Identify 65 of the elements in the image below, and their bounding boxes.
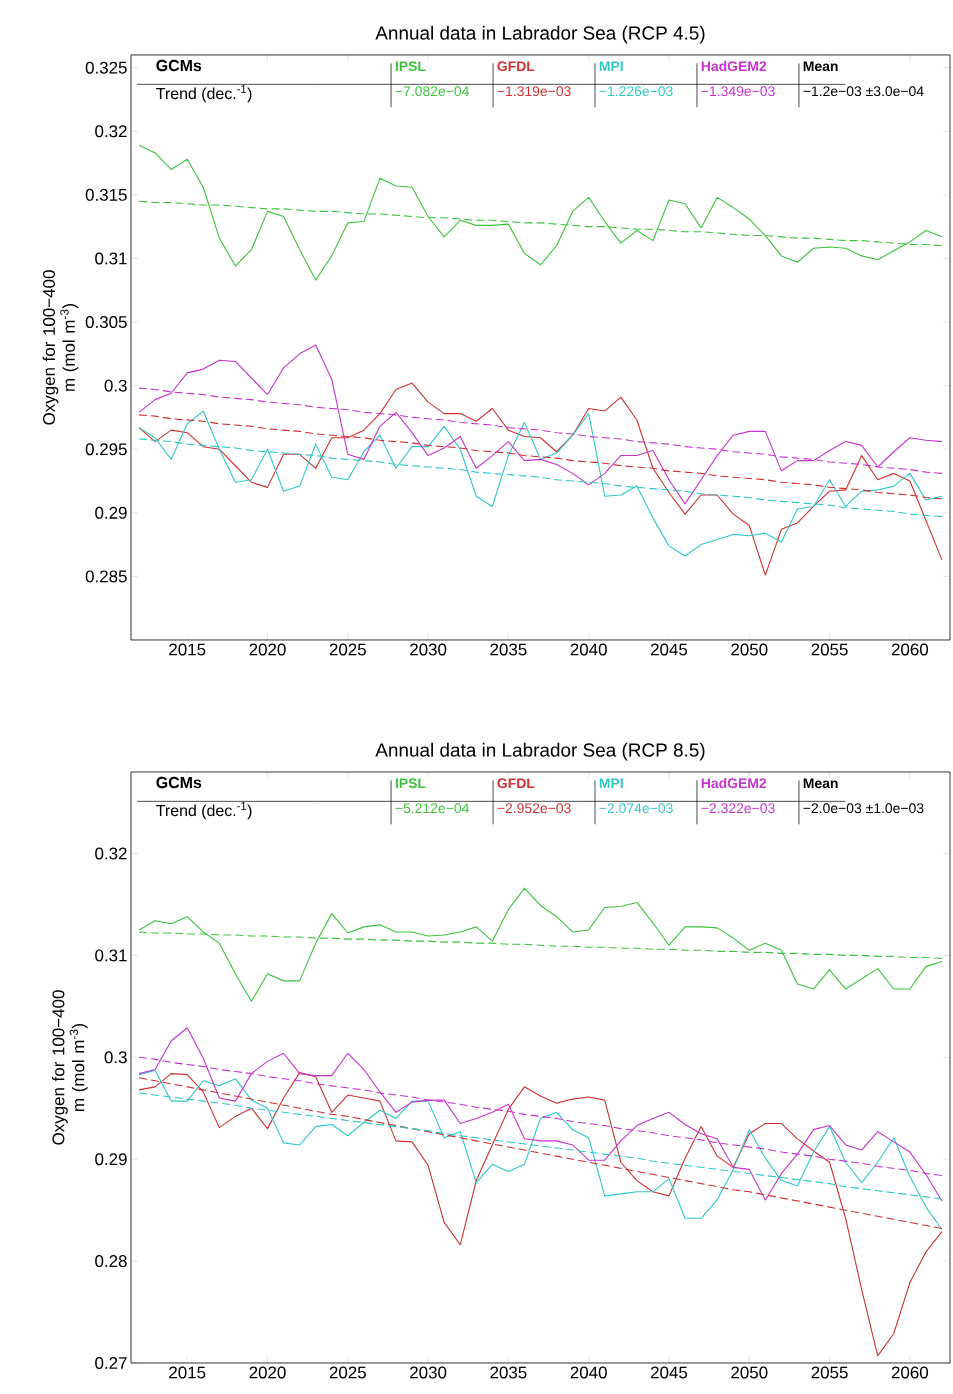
x-tick-label: 2025: [329, 1366, 366, 1379]
x-tick-label: 2040: [570, 643, 607, 656]
x-tick-label: 2030: [410, 643, 447, 656]
annotation: −2.322e−03: [701, 803, 775, 814]
text: GFDL: [497, 61, 535, 72]
annotation: Trend (dec.$^{-1}$): [156, 85, 252, 103]
y-tick-label: 0.31: [95, 949, 127, 962]
y-tick-label: 0.3: [104, 1051, 127, 1064]
y-tick-label: 0.28: [95, 1255, 127, 1268]
x-tick-label: 2040: [570, 1366, 607, 1379]
x-tick-label: 2050: [731, 1366, 768, 1379]
y-tick-label: 0.305: [85, 316, 127, 329]
line-series: [138, 144, 943, 281]
annotation: Mean: [803, 778, 838, 789]
annotation: Trend (dec.$^{-1}$): [156, 802, 252, 820]
text: IPSL: [395, 61, 426, 72]
line-series: [138, 1027, 943, 1202]
annotation: −7.082e−04: [395, 86, 469, 97]
y-tick-label: 0.31: [95, 252, 127, 265]
x-tick-label: 2060: [891, 643, 929, 656]
x-tick-label: 2030: [410, 1366, 447, 1379]
chart-title: Annual data in Labrador Sea (RCP 4.5): [375, 25, 705, 44]
text: MPI: [599, 778, 623, 788]
annotation: −5.212e−04: [395, 803, 469, 814]
x-tick-label: 2050: [731, 643, 768, 656]
annotation: −2.0e−03 ±1.0e−03: [803, 803, 924, 814]
y-tick-label: 0.29: [95, 506, 127, 519]
chart-title: Annual data in Labrador Sea (RCP 8.5): [375, 742, 705, 761]
x-tick-label: 2055: [811, 1366, 848, 1379]
x-tick-label: 2025: [329, 643, 366, 656]
y-tick-label: 0.27: [95, 1357, 127, 1369]
annotation: −1.319e−03: [497, 86, 571, 97]
x-tick-label: 2020: [249, 643, 286, 656]
line-series: [138, 410, 943, 557]
y-tick-label: 0.32: [95, 847, 127, 860]
y-tick-label: 0.325: [85, 61, 127, 74]
text: MPI: [599, 61, 623, 71]
line-series: [138, 344, 943, 505]
text: GFDL: [497, 778, 535, 789]
y-tick-label: 0.32: [95, 125, 127, 138]
x-tick-label: 2045: [651, 1366, 688, 1379]
y-tick-label: 0.3: [104, 379, 127, 392]
x-tick-label: 2060: [891, 1366, 929, 1379]
text: HadGEM2: [701, 60, 767, 72]
y-tick-label: 0.285: [85, 570, 127, 583]
text: HadGEM2: [701, 777, 767, 789]
annotation: GCMs: [156, 59, 202, 72]
annotation: GCMs: [156, 776, 202, 789]
annotation: −2.074e−03: [599, 803, 673, 814]
text: IPSL: [395, 778, 426, 789]
annotation: −1.226e−03: [599, 86, 673, 97]
annotation: Mean: [803, 61, 838, 72]
annotation: −1.349e−03: [701, 86, 775, 97]
y-tick-label: 0.295: [85, 443, 127, 456]
x-tick-label: 2020: [249, 1366, 286, 1379]
y-tick-label: 0.315: [85, 188, 127, 201]
annotation: −1.2e−03 ±3.0e−04: [803, 86, 924, 97]
x-tick-label: 2055: [811, 643, 848, 656]
y-tick-label: 0.29: [95, 1153, 127, 1166]
annotation: −2.952e−03: [497, 803, 571, 814]
x-tick-label: 2015: [169, 1366, 206, 1379]
x-tick-label: 2015: [169, 643, 206, 656]
x-tick-label: 2035: [490, 1366, 527, 1379]
x-tick-label: 2045: [651, 643, 688, 656]
x-tick-label: 2035: [490, 643, 527, 656]
